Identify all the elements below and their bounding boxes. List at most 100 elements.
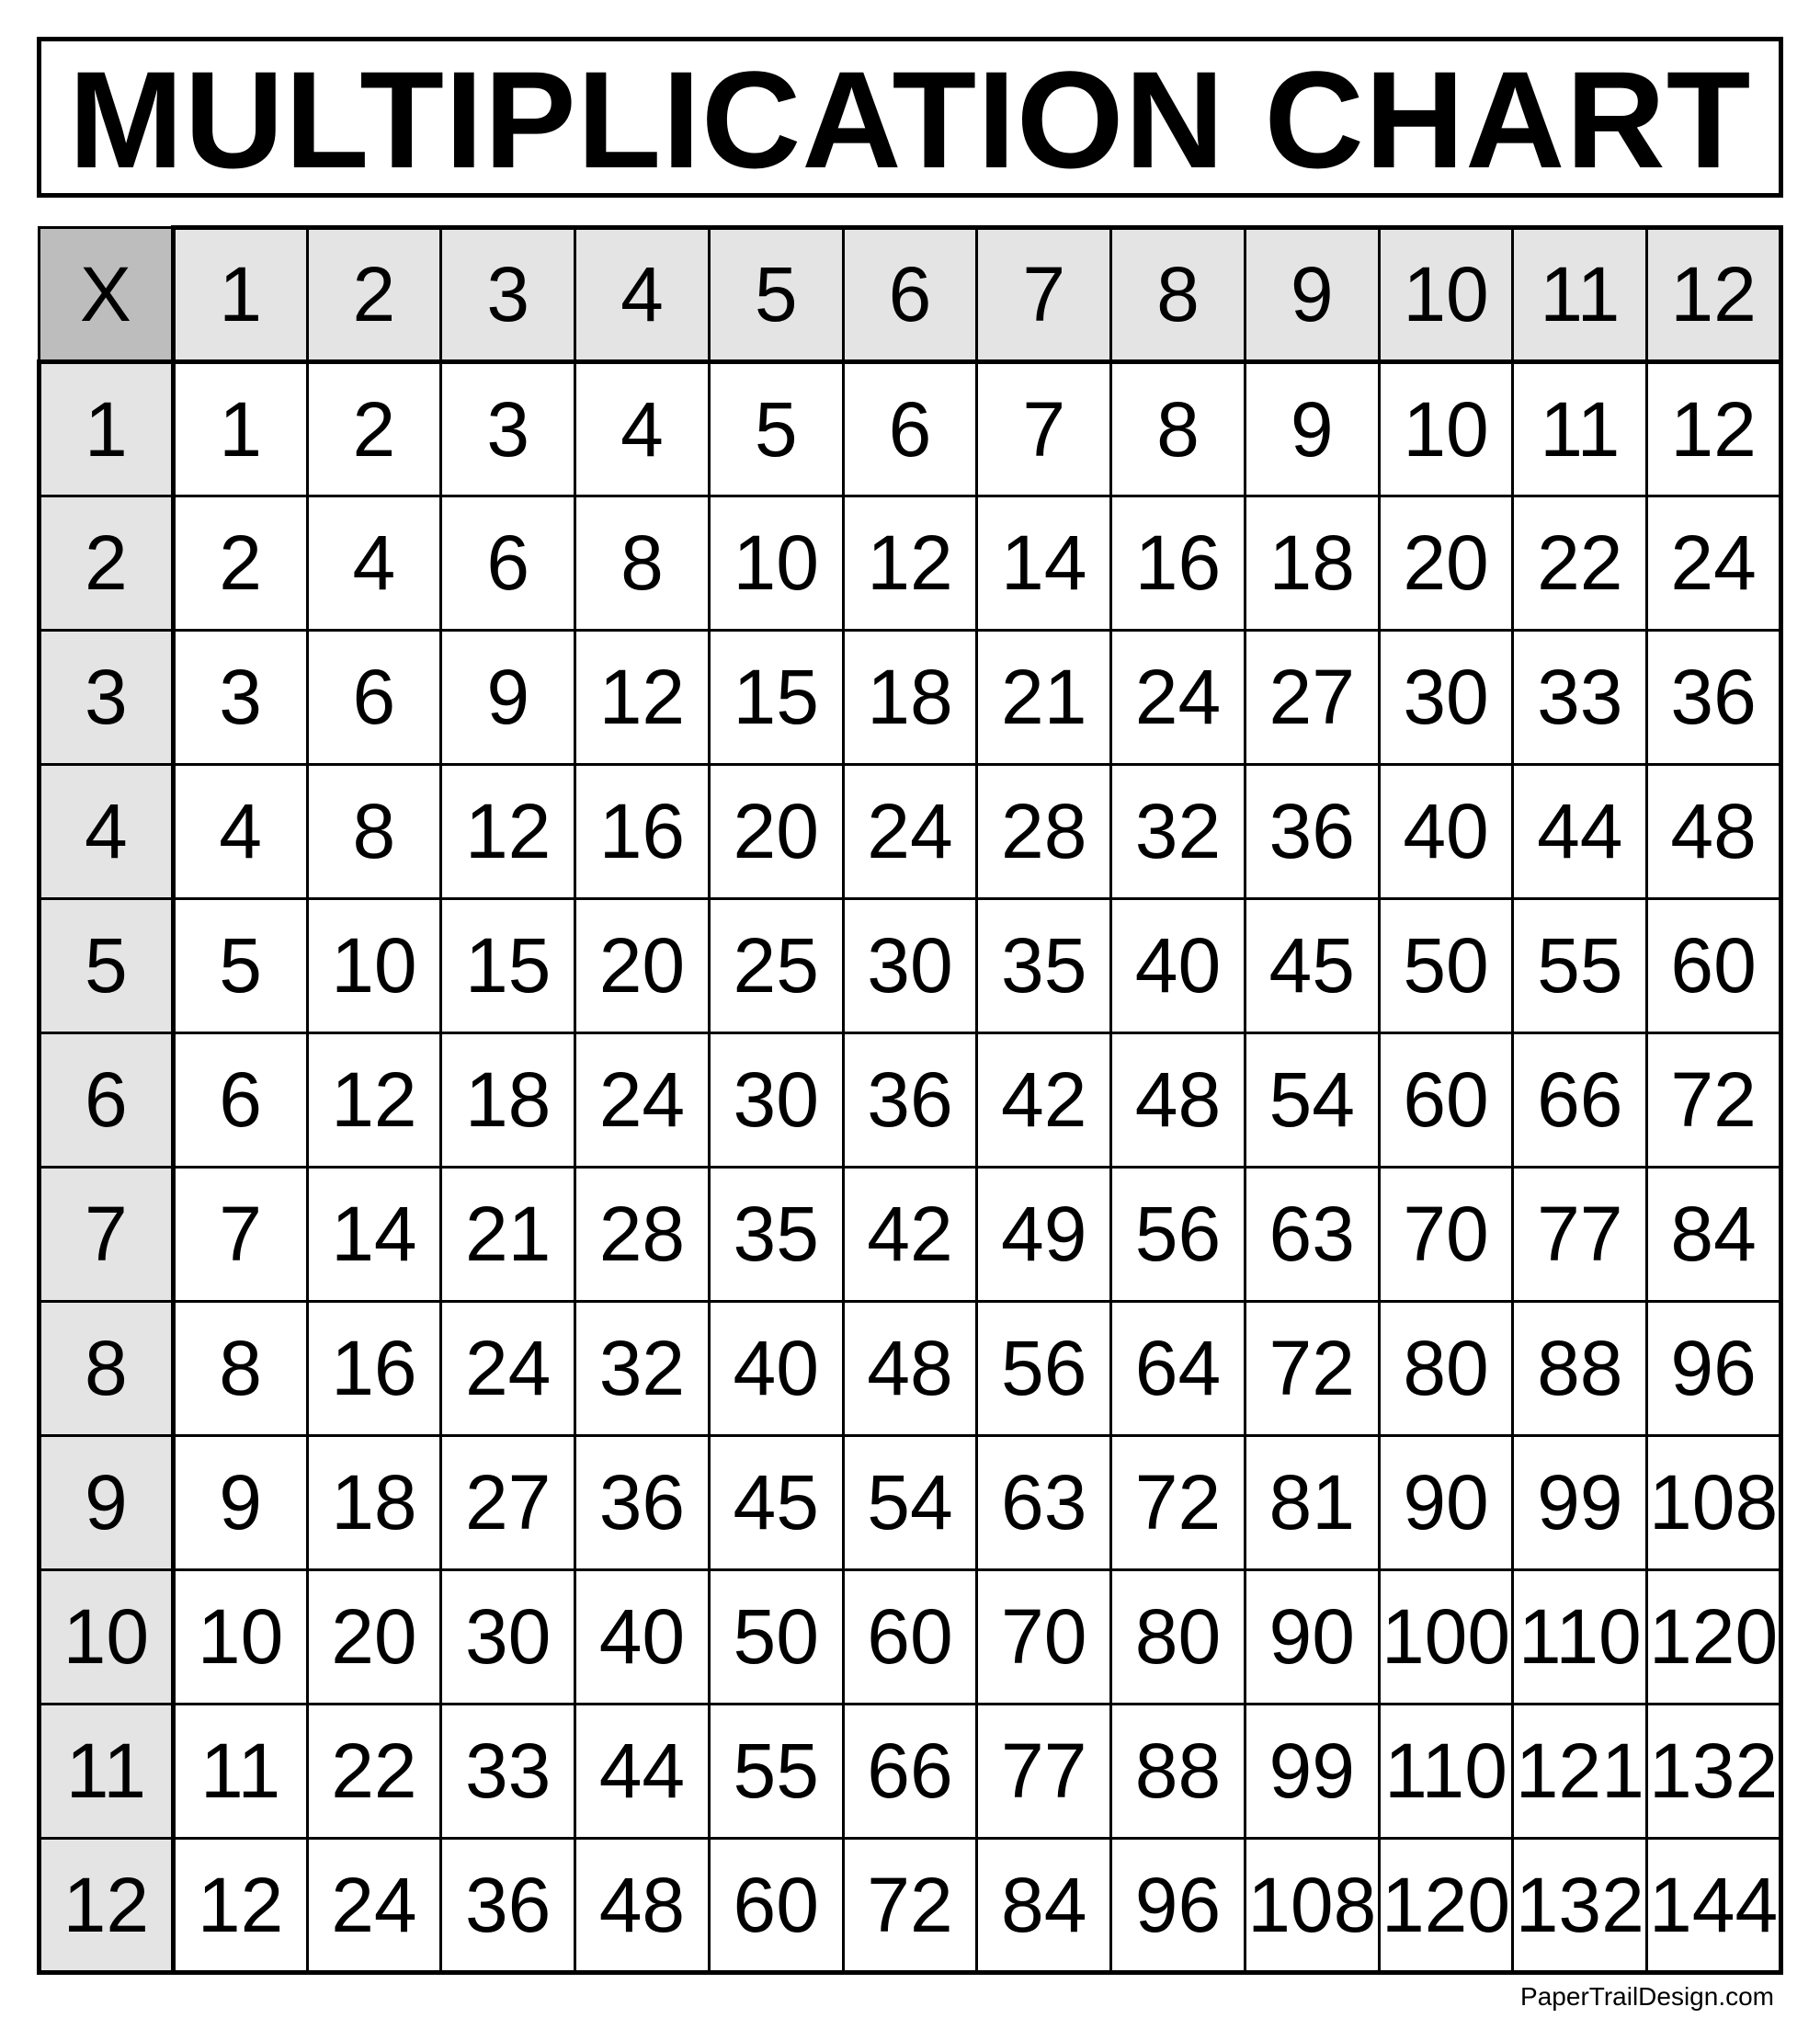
table-cell: 72 [1111,1436,1246,1570]
table-cell: 35 [709,1168,843,1302]
table-cell: 36 [575,1436,710,1570]
table-cell: 40 [709,1302,843,1436]
row-header: 10 [40,1570,174,1705]
table-cell: 27 [441,1436,575,1570]
table-cell: 70 [1379,1168,1513,1302]
table-cell: 30 [441,1570,575,1705]
table-cell: 5 [173,899,307,1033]
table-cell: 10 [307,899,441,1033]
row-header: 11 [40,1705,174,1839]
table-cell: 66 [843,1705,977,1839]
table-cell: 80 [1111,1570,1246,1705]
table-cell: 25 [709,899,843,1033]
table-cell: 72 [843,1839,977,1973]
table-cell: 56 [1111,1168,1246,1302]
table-cell: 20 [575,899,710,1033]
table-cell: 33 [1513,631,1647,765]
page-title: MULTIPLICATION CHART [41,51,1779,188]
table-cell: 36 [441,1839,575,1973]
table-cell: 9 [1245,362,1379,496]
table-cell: 40 [1379,765,1513,899]
table-cell: 45 [1245,899,1379,1033]
table-cell: 28 [575,1168,710,1302]
table-cell: 96 [1647,1302,1781,1436]
column-header: 11 [1513,228,1647,362]
table-cell: 45 [709,1436,843,1570]
row-header: 1 [40,362,174,496]
table-cell: 24 [1111,631,1246,765]
table-cell: 15 [441,899,575,1033]
table-cell: 99 [1245,1705,1379,1839]
table-cell: 50 [709,1570,843,1705]
table-cell: 20 [709,765,843,899]
table-cell: 60 [843,1570,977,1705]
table-cell: 88 [1111,1705,1246,1839]
table-cell: 20 [1379,496,1513,631]
table-cell: 12 [843,496,977,631]
table-cell: 108 [1245,1839,1379,1973]
table-cell: 24 [843,765,977,899]
multiplication-table: X123456789101112112345678910111222468101… [37,225,1783,1975]
table-cell: 16 [1111,496,1246,631]
table-cell: 110 [1513,1570,1647,1705]
table-cell: 44 [575,1705,710,1839]
table-cell: 77 [1513,1168,1647,1302]
title-container: MULTIPLICATION CHART [37,37,1783,198]
table-cell: 132 [1647,1705,1781,1839]
table-cell: 2 [307,362,441,496]
table-cell: 28 [977,765,1111,899]
table-cell: 88 [1513,1302,1647,1436]
row-header: 3 [40,631,174,765]
column-header: 10 [1379,228,1513,362]
table-cell: 63 [977,1436,1111,1570]
table-cell: 6 [307,631,441,765]
table-cell: 18 [843,631,977,765]
column-header: 2 [307,228,441,362]
table-cell: 27 [1245,631,1379,765]
table-cell: 6 [441,496,575,631]
table-cell: 44 [1513,765,1647,899]
table-cell: 32 [1111,765,1246,899]
table-cell: 24 [441,1302,575,1436]
table-cell: 24 [307,1839,441,1973]
table-cell: 8 [173,1302,307,1436]
table-cell: 77 [977,1705,1111,1839]
table-cell: 18 [307,1436,441,1570]
table-cell: 4 [575,362,710,496]
table-cell: 48 [1647,765,1781,899]
column-header: 8 [1111,228,1246,362]
table-cell: 80 [1379,1302,1513,1436]
table-corner-cell: X [40,228,174,362]
column-header: 3 [441,228,575,362]
row-header: 4 [40,765,174,899]
table-cell: 35 [977,899,1111,1033]
table-cell: 48 [575,1839,710,1973]
column-header: 5 [709,228,843,362]
table-cell: 18 [1245,496,1379,631]
table-cell: 60 [1379,1033,1513,1168]
column-header: 1 [173,228,307,362]
table-cell: 8 [575,496,710,631]
table-cell: 18 [441,1033,575,1168]
table-cell: 5 [709,362,843,496]
row-header: 12 [40,1839,174,1973]
row-header: 2 [40,496,174,631]
table-cell: 120 [1379,1839,1513,1973]
table-cell: 100 [1379,1570,1513,1705]
column-header: 7 [977,228,1111,362]
table-cell: 8 [1111,362,1246,496]
column-header: 12 [1647,228,1781,362]
table-cell: 30 [843,899,977,1033]
table-cell: 16 [307,1302,441,1436]
table-cell: 7 [977,362,1111,496]
table-cell: 63 [1245,1168,1379,1302]
table-cell: 14 [977,496,1111,631]
table-cell: 50 [1379,899,1513,1033]
table-cell: 32 [575,1302,710,1436]
table-cell: 24 [1647,496,1781,631]
table-cell: 9 [441,631,575,765]
table-cell: 36 [1647,631,1781,765]
table-cell: 4 [173,765,307,899]
table-cell: 54 [1245,1033,1379,1168]
table-cell: 30 [1379,631,1513,765]
